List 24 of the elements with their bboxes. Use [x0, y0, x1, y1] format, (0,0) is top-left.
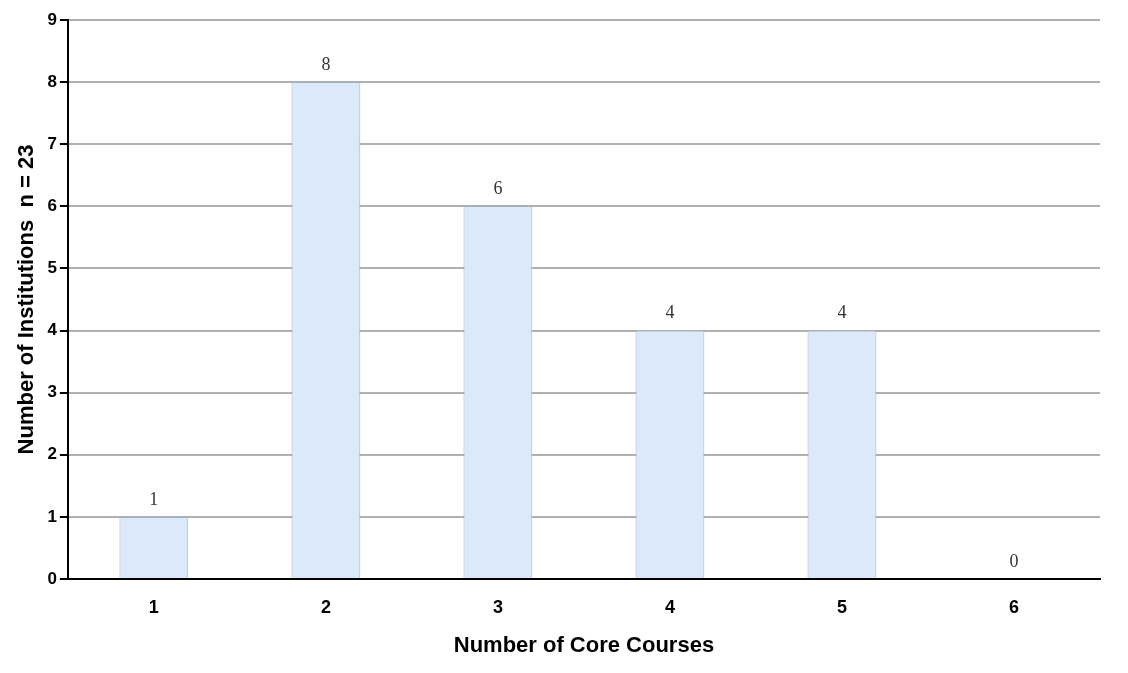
- x-tick-label: 2: [320, 596, 331, 617]
- y-tick-label: 5: [47, 258, 57, 278]
- x-tick-label: 3: [492, 596, 503, 617]
- data-label: 1: [149, 488, 159, 509]
- x-axis-title: Number of Core Courses: [453, 631, 715, 657]
- data-label: 4: [665, 302, 675, 323]
- y-axis-title: Number of Institutions n = 23: [13, 144, 39, 455]
- y-tick-label: 2: [47, 444, 57, 464]
- data-label: 8: [321, 53, 331, 74]
- data-label: 6: [493, 178, 503, 199]
- y-tick-label: 6: [47, 196, 57, 216]
- y-tick-label: 3: [47, 382, 57, 402]
- x-tick-label: 6: [1008, 596, 1019, 617]
- data-label: 4: [837, 302, 847, 323]
- y-tick-label: 8: [47, 71, 57, 91]
- x-tick-label: 1: [148, 596, 159, 617]
- y-tick-label: 4: [47, 320, 58, 340]
- y-tick-label: 7: [47, 133, 57, 153]
- x-tick-label: 4: [664, 596, 675, 617]
- y-tick-label: 1: [47, 506, 57, 526]
- data-label: 0: [1009, 550, 1019, 571]
- y-tick-label: 9: [47, 9, 57, 29]
- y-tick-label: 0: [47, 568, 57, 588]
- x-tick-label: 5: [836, 596, 847, 617]
